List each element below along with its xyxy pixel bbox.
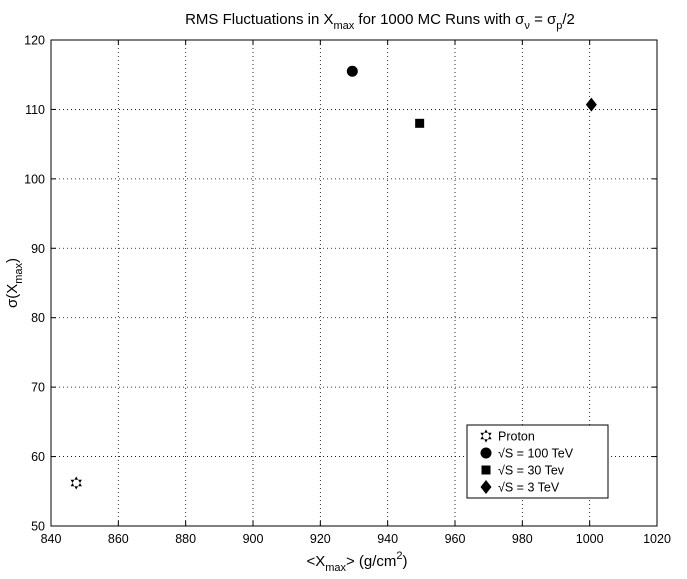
x-axis-label: <Xmax> (g/cm2) [306,550,407,574]
y-tick-label: 70 [31,381,45,395]
legend-label: √S = 3 TeV [498,481,560,495]
y-tick-label: 60 [31,450,45,464]
legend-label: Proton [498,430,535,444]
data-markers [70,65,597,490]
data-point-circle [346,65,358,77]
data-point-diamond [585,97,597,112]
y-axis-label: σ(Xmax) [4,258,25,308]
y-tick-label: 110 [25,103,45,117]
x-tick-label: 900 [243,532,264,546]
legend: Proton √S = 100 TeV √S = 30 Tev √S = 3 TeV [466,424,609,499]
legend-label: √S = 30 Tev [498,464,565,478]
x-tick-label: 880 [175,532,196,546]
x-tick-labels: 840 860 880 900 920 940 960 980 1000 1020 [41,532,671,546]
x-tick-label: 1020 [643,532,671,546]
y-tick-label: 120 [24,34,45,48]
legend-marker-diamond [480,480,492,494]
x-tick-label: 860 [108,532,129,546]
y-tick-label: 80 [31,311,45,325]
y-tick-label: 50 [31,520,45,534]
x-tick-label: 980 [512,532,533,546]
x-tick-label: 920 [310,532,331,546]
legend-label: √S = 100 TeV [498,447,574,461]
legend-marker-square [481,465,491,475]
legend-marker-hexagram [480,429,492,443]
x-tick-label: 940 [377,532,398,546]
y-tick-labels: 50 60 70 80 90 100 110 120 [24,34,45,534]
axis-ticks [50,39,658,527]
data-point-square [415,118,425,128]
x-tick-label: 960 [445,532,466,546]
legend-marker-circle [480,447,492,459]
plot-frame [50,39,658,527]
x-tick-label: 1000 [576,532,604,546]
y-tick-label: 90 [31,242,45,256]
chart-title: RMS Fluctuations in Xmax for 1000 MC Run… [185,11,575,32]
x-tick-label: 840 [41,532,62,546]
y-tick-label: 100 [24,172,45,186]
data-point-hexagram [70,476,82,490]
